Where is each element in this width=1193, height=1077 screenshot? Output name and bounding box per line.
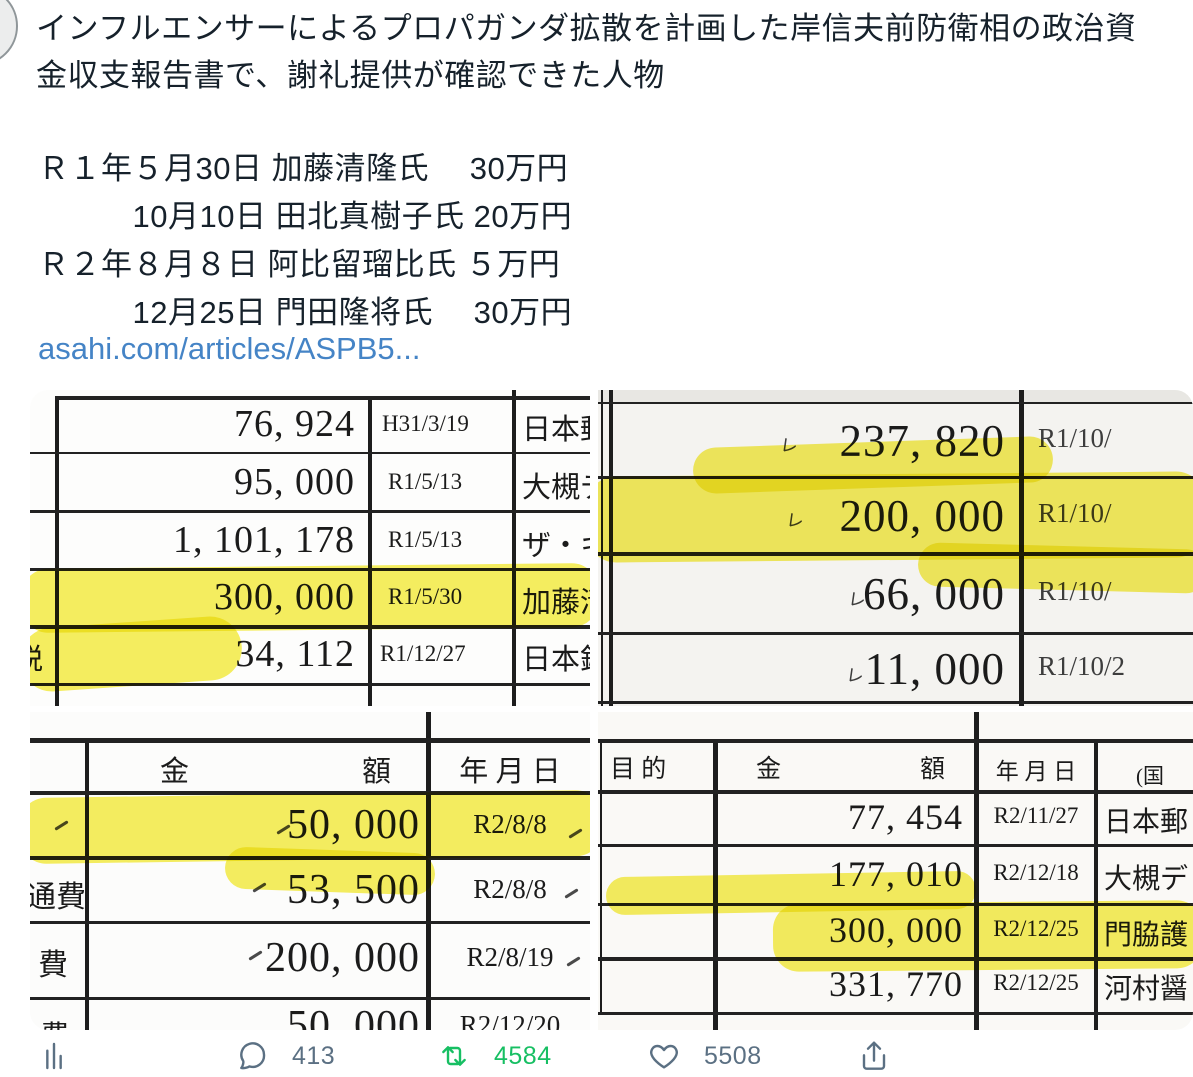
header-cell: 年 月 日 — [459, 756, 561, 788]
retweet-count: 4584 — [494, 1042, 552, 1070]
tweet-text-line1: インフルエンサーによるプロパガンダ拡散を計画した岸信夫前防衛相の政治資 — [36, 11, 1137, 46]
highlight-marker — [224, 846, 436, 896]
recipient-line: 10月10日 田北真樹子氏 20万円 — [38, 199, 573, 234]
photo-bottom-left[interactable]: 金 額 年 月 日 50, 000 53, 500 200, 000 50, 0… — [30, 712, 590, 1030]
name-cell: 大槻デ — [522, 472, 590, 504]
like-count: 5508 — [704, 1042, 762, 1070]
amount-cell: 11, 000 — [864, 644, 1005, 694]
table-line — [598, 739, 1193, 743]
photo-grid: 76, 924 95, 000 1, 101, 178 300, 000 34,… — [30, 390, 1193, 1030]
name-cell: 大槻デ — [1104, 864, 1189, 895]
date-cell: R1/5/13 — [388, 469, 463, 494]
recipient-line: 12月25日 門田隆将氏 30万円 — [38, 295, 573, 330]
name-cell: ザ・キ — [522, 530, 590, 562]
table-line — [55, 396, 59, 706]
highlight-marker — [30, 614, 244, 694]
left-column-fragment: 通費 — [30, 881, 86, 914]
recipient-line: Ｒ２年８月８日 阿比留瑠比氏 ５万円 — [38, 247, 561, 282]
header-cell: 目 的 — [610, 756, 667, 783]
amount-cell: 95, 000 — [234, 461, 355, 503]
table-line — [600, 739, 602, 1012]
recipient-line: Ｒ１年５月30日 加藤清隆氏 30万円 — [38, 151, 569, 186]
reply-count: 413 — [292, 1042, 336, 1070]
highlight-marker — [917, 542, 1193, 594]
like-icon[interactable] — [648, 1040, 680, 1077]
highlight-marker — [772, 900, 1193, 972]
date-cell: R2/8/8 — [473, 874, 547, 904]
header-cell: (国 — [1136, 764, 1164, 788]
date-cell: R1/10/2 — [1038, 651, 1126, 681]
scan-margin — [598, 390, 1193, 402]
table-line — [512, 390, 516, 706]
check-mark-icon: ㇾ — [842, 660, 867, 688]
date-cell: R2/12/25 — [993, 970, 1079, 995]
photo-bottom-right[interactable]: 目 的 金 額 年 月 日 (国 77, 454 177, 010 300, 0… — [598, 712, 1193, 1030]
name-cell: 河村醤 — [1104, 974, 1189, 1005]
header-cell: 額 — [362, 756, 392, 788]
date-cell: R1/5/13 — [388, 527, 463, 552]
photo-top-right[interactable]: ㇾ ㇾ ㇾ ㇾ 237, 820 200, 000 66, 000 11, 00… — [598, 390, 1193, 706]
amount-cell: 76, 924 — [234, 403, 355, 445]
photo-top-left[interactable]: 76, 924 95, 000 1, 101, 178 300, 000 34,… — [30, 390, 590, 706]
table-line — [30, 510, 590, 513]
tweet-text-line2: 金収支報告書で、謝礼提供が確認できた人物 — [36, 58, 665, 93]
table-line — [30, 738, 590, 743]
table-line — [55, 396, 590, 400]
date-cell: R1/12/27 — [380, 641, 466, 666]
date-cell: R2/8/19 — [466, 942, 554, 972]
article-link[interactable]: asahi.com/articles/ASPB5... — [38, 331, 421, 366]
header-cell: 額 — [920, 756, 946, 783]
table-line — [85, 738, 89, 1030]
amount-cell: 200, 000 — [265, 935, 420, 981]
table-line — [598, 701, 1193, 704]
name-cell: 日本郵 — [522, 414, 590, 446]
name-cell: 日本銀 — [522, 644, 590, 676]
amount-cell: 77, 454 — [848, 797, 963, 837]
avatar[interactable] — [0, 0, 18, 66]
header-cell: 年 月 日 — [995, 759, 1077, 784]
table-line — [598, 1012, 1193, 1015]
table-line — [30, 997, 590, 1000]
table-line — [368, 396, 372, 706]
date-cell: H31/3/19 — [382, 411, 469, 436]
table-line — [598, 790, 1193, 794]
check-tick-icon — [248, 950, 263, 961]
table-line — [974, 712, 979, 1030]
table-line — [598, 632, 1193, 635]
left-column-fragment: 費 — [40, 1012, 70, 1030]
header-cell: 金 — [756, 756, 782, 783]
table-line — [30, 452, 590, 454]
table-line — [30, 921, 590, 924]
date-cell: R2/12/18 — [993, 860, 1079, 885]
table-line — [30, 683, 590, 686]
name-cell: 日本郵 — [1104, 807, 1189, 838]
table-line — [598, 402, 1193, 404]
amount-cell: 1, 101, 178 — [173, 519, 355, 561]
amount-cell: 50, 000 — [287, 1003, 420, 1030]
date-cell: R2/12/20 — [459, 1010, 561, 1030]
date-cell: R2/11/27 — [993, 803, 1079, 828]
table-line — [1094, 739, 1098, 1030]
header-cell: 金 — [160, 756, 190, 788]
left-column-fragment: 費 — [38, 949, 68, 982]
amount-cell: 34, 112 — [235, 633, 355, 675]
table-line — [598, 844, 1193, 847]
